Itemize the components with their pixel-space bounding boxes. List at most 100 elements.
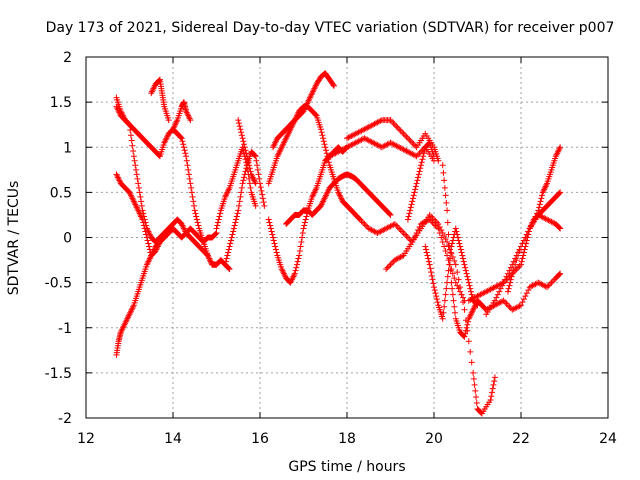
data-point — [433, 296, 440, 303]
data-point — [409, 195, 416, 202]
data-point — [412, 186, 419, 193]
data-point — [439, 229, 446, 236]
series-arc17 — [383, 211, 498, 417]
data-point — [195, 222, 202, 229]
data-point — [406, 210, 413, 217]
data-point — [177, 134, 184, 141]
data-point — [270, 237, 277, 244]
data-point — [420, 153, 427, 160]
data-point — [267, 222, 274, 229]
y-tick-label: 0.5 — [50, 185, 72, 201]
data-point — [556, 271, 563, 278]
data-point — [525, 287, 532, 294]
data-point — [312, 111, 319, 118]
data-point — [397, 127, 404, 134]
data-point — [463, 270, 470, 277]
data-point — [489, 385, 496, 392]
data-point — [386, 263, 393, 270]
data-point — [136, 189, 143, 196]
data-point — [455, 237, 462, 244]
data-point — [415, 171, 422, 178]
data-point — [325, 156, 332, 163]
data-point — [391, 121, 398, 128]
data-point — [397, 226, 404, 233]
data-point — [131, 157, 138, 164]
data-point — [252, 202, 259, 209]
data-point — [461, 306, 468, 313]
data-point — [509, 270, 516, 277]
data-point — [442, 192, 449, 199]
data-point — [404, 135, 411, 142]
data-point — [127, 132, 134, 139]
data-point — [446, 243, 453, 250]
data-point — [448, 250, 455, 257]
data-point — [417, 162, 424, 169]
data-point — [146, 243, 153, 250]
series-arc9 — [235, 117, 259, 187]
data-point — [403, 133, 410, 140]
data-point — [409, 198, 416, 205]
data-point — [265, 216, 272, 223]
data-point — [323, 150, 330, 157]
data-point — [296, 252, 303, 259]
data-point — [441, 184, 448, 191]
data-point — [462, 327, 469, 334]
data-point — [255, 171, 262, 178]
data-point — [445, 242, 452, 249]
data-point — [538, 195, 545, 202]
data-point — [135, 184, 142, 191]
data-point — [496, 288, 503, 295]
data-point — [519, 255, 526, 262]
data-point — [390, 120, 397, 127]
data-point — [542, 283, 549, 290]
data-point — [183, 153, 190, 160]
series-arc23 — [504, 211, 564, 295]
data-point — [178, 135, 185, 142]
data-point — [522, 234, 529, 241]
data-point — [251, 152, 258, 159]
data-point — [503, 273, 510, 280]
data-point — [190, 198, 197, 205]
data-point — [130, 148, 137, 155]
data-point — [556, 190, 563, 197]
data-point — [435, 157, 442, 164]
data-point — [461, 333, 468, 340]
data-point — [440, 169, 447, 176]
data-point — [359, 219, 366, 226]
data-point — [505, 285, 512, 292]
data-point — [244, 156, 251, 163]
data-point — [259, 195, 266, 202]
data-point — [507, 276, 514, 283]
data-point — [470, 375, 477, 382]
y-tick-label: 1.5 — [50, 95, 72, 111]
data-point — [411, 189, 418, 196]
data-point — [399, 129, 406, 136]
data-point — [233, 213, 240, 220]
data-point — [463, 324, 470, 331]
data-point — [387, 211, 394, 218]
data-point — [410, 192, 417, 199]
data-point — [525, 228, 532, 235]
data-point — [467, 288, 474, 295]
data-point — [515, 252, 522, 259]
data-point — [143, 222, 150, 229]
data-point — [182, 150, 189, 157]
data-point — [431, 287, 438, 294]
data-point — [228, 237, 234, 244]
x-tick-label: 24 — [599, 431, 617, 447]
data-point — [451, 257, 458, 264]
data-point — [449, 270, 456, 277]
data-point — [460, 255, 466, 262]
data-point — [507, 264, 514, 271]
data-point — [499, 282, 506, 289]
data-point — [322, 147, 329, 154]
data-point — [191, 202, 198, 209]
data-point — [399, 228, 406, 235]
data-point — [400, 130, 407, 137]
data-point — [520, 237, 527, 244]
data-point — [520, 249, 527, 256]
data-point — [243, 153, 250, 160]
data-point — [129, 142, 136, 149]
data-point — [519, 299, 526, 306]
data-point — [252, 153, 259, 160]
